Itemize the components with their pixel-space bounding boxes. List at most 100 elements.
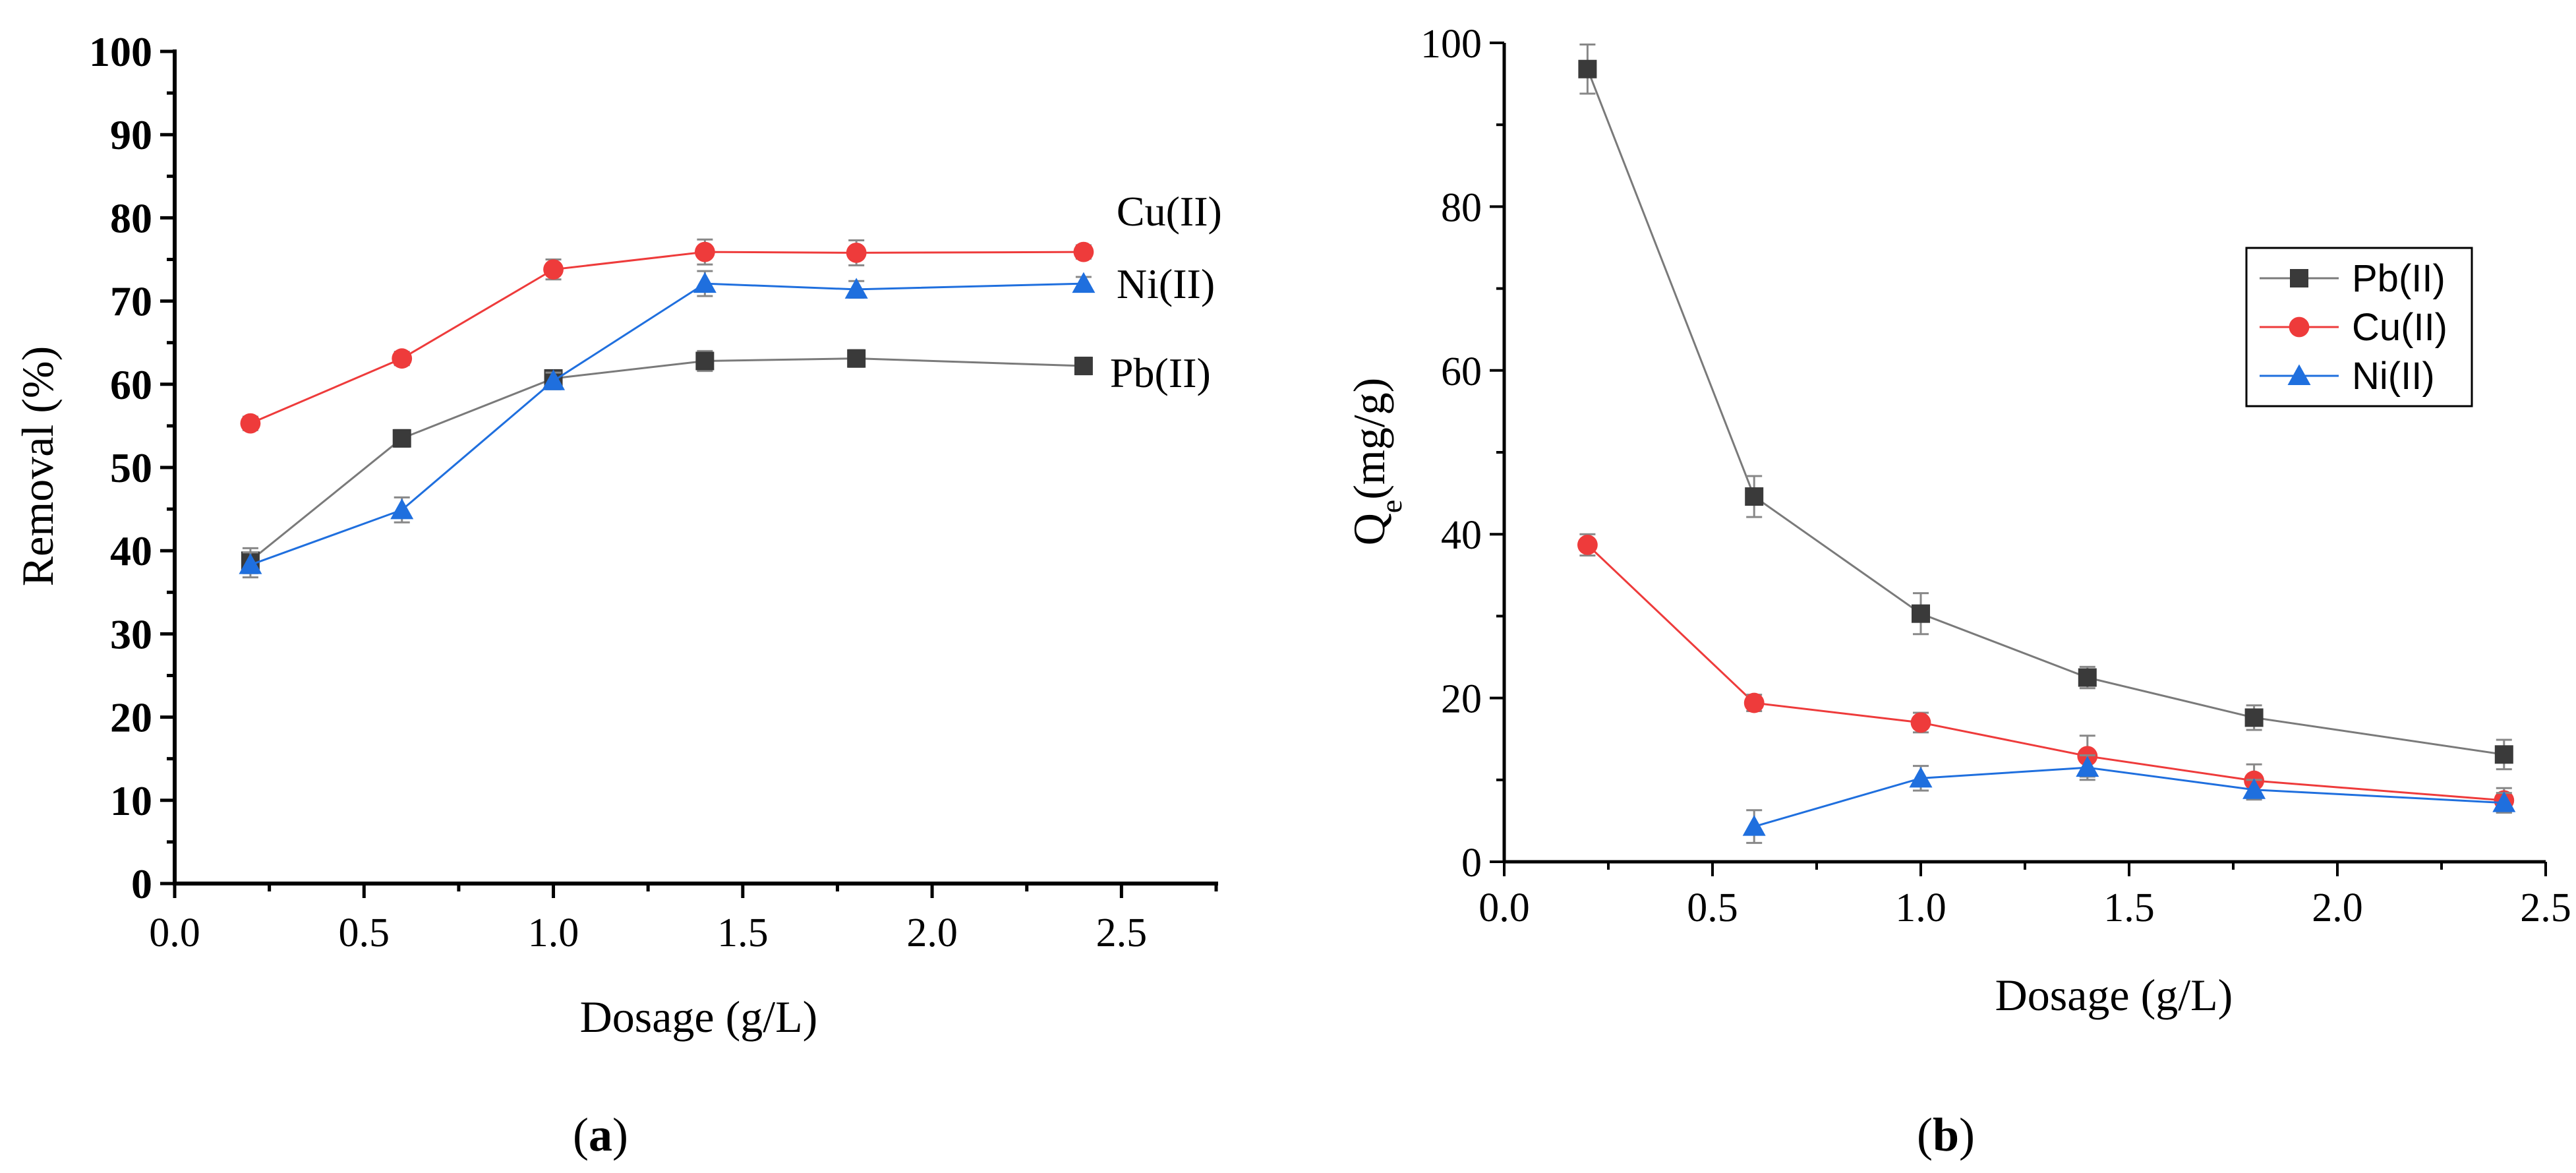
panel-b-legend-label: Pb(II) — [2352, 257, 2445, 300]
panel-b-x-tick-label: 1.0 — [1895, 886, 1947, 930]
panel-b-y-axis-title: Qe(mg/g) — [1344, 378, 1408, 546]
panel-b-x-tick-label: 0.0 — [1478, 886, 1530, 930]
panel-a-point-cu-ii — [694, 241, 715, 262]
panel-a-x-tick-label: 2.0 — [906, 911, 958, 955]
panel-b-y-tick-label: 40 — [1441, 513, 1482, 558]
panel-b-line-cu-ii — [1587, 544, 2504, 802]
panel-a-y-tick-label: 20 — [110, 694, 152, 741]
panel-b-point-pb-ii — [2244, 708, 2264, 727]
panel-b-legend-label: Cu(II) — [2352, 306, 2447, 349]
panel-a-series-label-cu-ii: Cu(II) — [1117, 188, 1222, 235]
panel-b-point-pb-ii — [1745, 487, 1764, 506]
panel-a-label-close: ) — [612, 1108, 628, 1161]
panel-b-point-ni-ii — [2076, 756, 2099, 777]
panel-b-y-tick-label: 80 — [1441, 185, 1482, 230]
panel-a-y-axis-title: Removal (%) — [13, 346, 63, 586]
panel-b-y-tick-label: 100 — [1420, 22, 1482, 67]
panel-a-y-tick-label: 40 — [110, 527, 152, 574]
panel-b-series-pb-ii — [1578, 43, 2513, 771]
panel-a-y-tick-label: 70 — [110, 278, 152, 325]
panel-b-point-cu-ii — [1743, 692, 1765, 713]
panel-b-point-cu-ii — [1910, 712, 1931, 733]
panel-b-y-tick-label: 0 — [1461, 841, 1482, 886]
panel-a-point-cu-ii — [543, 259, 564, 280]
panel-a-label-letter: a — [589, 1108, 612, 1161]
panel-a-x-tick-label: 1.5 — [717, 911, 769, 955]
panel-b-x-tick-label: 0.5 — [1687, 886, 1738, 930]
panel-b-legend-marker — [2287, 364, 2311, 385]
panel-a-series-pb-ii — [241, 349, 1093, 574]
panel-a-label: (a) — [573, 1108, 628, 1161]
panel-b-point-ni-ii — [2242, 778, 2266, 799]
panel-a-series-cu-ii — [240, 238, 1094, 434]
panel-b-legend: Pb(II) Cu(II) Ni(II) — [2245, 247, 2473, 407]
panel-a-point-ni-ii — [693, 272, 717, 293]
panel-a-point-ni-ii — [542, 369, 566, 390]
panel-a-point-ni-ii — [1072, 272, 1096, 293]
panel-b-point-pb-ii — [2494, 745, 2513, 764]
panel-b-point-pb-ii — [1578, 59, 1597, 78]
panel-a-y-tick-label: 90 — [110, 111, 152, 158]
panel-a-y-tick-label: 0 — [131, 860, 152, 907]
panel-b-point-pb-ii — [1912, 604, 1930, 623]
panel-a-x-tick-label: 1.0 — [528, 911, 579, 955]
panel-a-point-cu-ii — [1073, 241, 1094, 262]
panel-b-series-ni-ii — [1742, 754, 2516, 844]
panel-b-x-axis-title: Dosage (g/L) — [1995, 970, 2233, 1020]
panel-a-x-axis-title: Dosage (g/L) — [580, 992, 818, 1042]
panel-a-series-ni-ii — [239, 270, 1096, 579]
panel-b-point-pb-ii — [2078, 668, 2097, 687]
panel-b-y-tick-label: 20 — [1441, 677, 1482, 722]
panel-a-x-tick-label: 0.0 — [149, 911, 200, 955]
panel-b-line-ni-ii — [1753, 766, 2504, 828]
panel-b-qe-chart: Qe(mg/g) Dosage (g/L) (b) Pb(II) Cu(II) Ni… — [1344, 22, 2571, 1161]
panel-b-legend-item-pb-ii: Pb(II) — [2260, 257, 2445, 300]
panel-a-label-open: ( — [573, 1108, 589, 1161]
panel-a-point-pb-ii — [392, 429, 411, 448]
panel-a-series-label-pb-ii: Pb(II) — [1110, 349, 1211, 396]
panel-a-x-tick-label: 2.5 — [1096, 911, 1148, 955]
panel-a-line-pb-ii — [249, 357, 1084, 562]
panel-b-legend-item-ni-ii: Ni(II) — [2260, 355, 2435, 398]
panel-b-line-pb-ii — [1587, 69, 2505, 756]
panel-b-legend-label: Ni(II) — [2352, 355, 2435, 398]
panel-a-line-ni-ii — [250, 282, 1084, 566]
panel-a-point-cu-ii — [392, 348, 413, 369]
panel-b-point-ni-ii — [1909, 766, 1933, 788]
panel-a-point-ni-ii — [844, 278, 868, 299]
panel-a-point-ni-ii — [390, 498, 414, 520]
panel-a-point-cu-ii — [240, 413, 261, 434]
panel-a-series-label-ni-ii: Ni(II) — [1117, 260, 1215, 307]
panel-b-point-ni-ii — [2492, 791, 2516, 812]
panel-b-label-letter: b — [1933, 1108, 1959, 1161]
panel-a-y-tick-label: 100 — [89, 28, 152, 75]
panel-b-label: (b) — [1917, 1108, 1975, 1161]
panel-b-legend-marker — [2290, 269, 2308, 287]
panel-a-y-tick-label: 10 — [110, 777, 152, 824]
panel-a-y-tick-label: 50 — [110, 444, 152, 491]
panel-a-y-tick-label: 80 — [110, 195, 152, 241]
panel-a-point-ni-ii — [239, 553, 262, 574]
panel-b-label-open: ( — [1917, 1108, 1933, 1161]
panel-a-y-tick-label: 60 — [110, 361, 152, 408]
panel-b-x-tick-label: 2.5 — [2520, 886, 2571, 930]
panel-a-line-cu-ii — [250, 251, 1084, 425]
panel-b-y-title-sub: e — [1374, 500, 1408, 513]
panel-b-x-tick-label: 1.5 — [2103, 886, 2155, 930]
panel-b-legend-marker — [2289, 316, 2310, 338]
panel-b-y-tick-label: 60 — [1441, 349, 1482, 394]
panel-a-removal-chart: Removal (%) Dosage (g/L) (a) 0 10 20 30 40 50… — [13, 28, 1222, 1161]
panel-b-legend-item-cu-ii: Cu(II) — [2260, 306, 2447, 349]
panel-a-point-pb-ii — [847, 349, 866, 368]
panel-b-point-ni-ii — [1742, 815, 1766, 836]
panel-b-label-close: ) — [1959, 1108, 1975, 1161]
panel-b-x-tick-label: 2.0 — [2312, 886, 2363, 930]
panel-a-x-tick-label: 0.5 — [339, 911, 390, 955]
panel-a-point-pb-ii — [695, 351, 715, 371]
panel-a-point-cu-ii — [846, 243, 867, 263]
panel-a-point-pb-ii — [1074, 357, 1093, 376]
panel-b-y-title-main: Q — [1344, 513, 1394, 545]
panel-b-point-cu-ii — [1577, 534, 1598, 555]
panel-a-y-tick-label: 30 — [110, 611, 152, 657]
